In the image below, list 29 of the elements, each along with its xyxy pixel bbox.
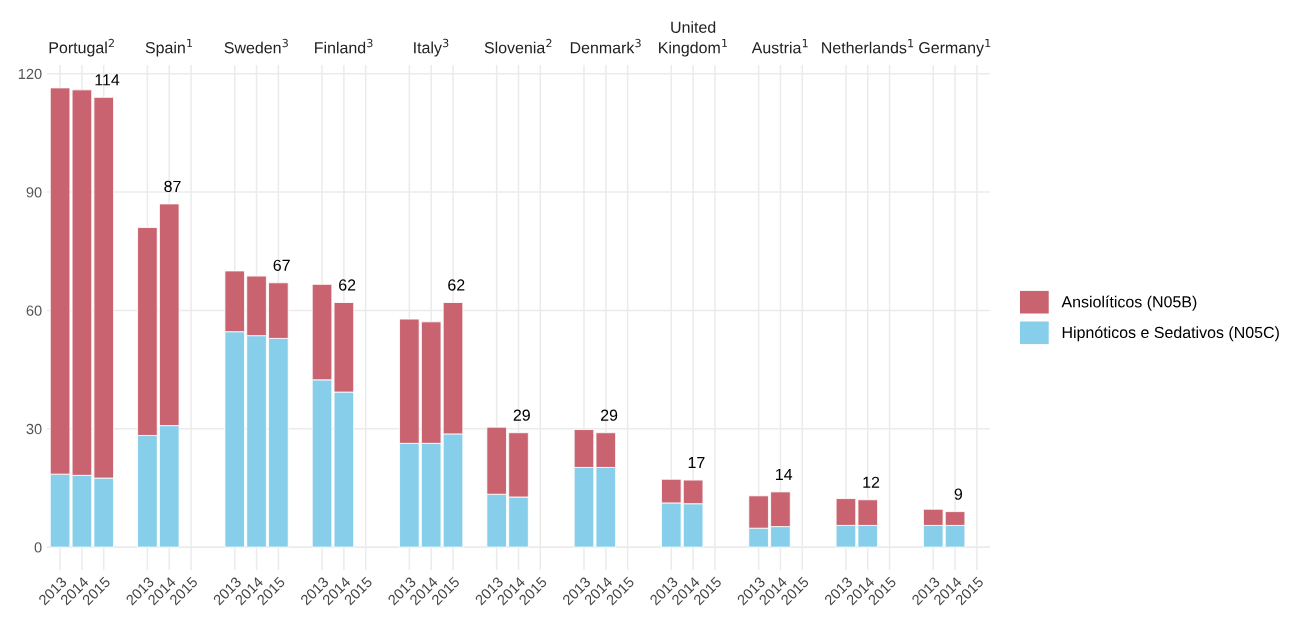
legend-label: Hipnóticos e Sedativos (N05C) [1062, 326, 1279, 342]
total-label: 14 [776, 468, 793, 480]
text: Italy$^{3}$ [414, 38, 449, 57]
y-tick-label: 0 [34, 542, 42, 553]
y-tick-label: 90 [26, 187, 42, 198]
y-tick-label: 30 [26, 423, 42, 435]
total-label: 62 [339, 279, 356, 291]
text: Sweden$^{3}$ [224, 38, 288, 54]
text: Netherlands$^{1}$ [822, 38, 914, 54]
legend-label: Ansiolíticos (N05B) [1061, 295, 1197, 311]
total-label: 9 [954, 488, 963, 500]
text: Spain$^{1}$ [145, 38, 193, 57]
text: Slovenia$^{2}$ [484, 38, 552, 54]
total-label: 114 [95, 74, 120, 86]
text: Austria$^{1}$ [751, 38, 808, 54]
text: United Kingdom$^{1}$ [659, 21, 728, 57]
text: Portugal$^{2}$ [49, 38, 114, 57]
text: Finland$^{3}$ [315, 38, 373, 54]
total-label: 67 [273, 259, 290, 271]
total-label: 12 [863, 476, 880, 488]
y-tick-label: 120 [18, 68, 42, 80]
y-tick-label: 60 [26, 305, 42, 316]
total-label: 17 [688, 457, 705, 469]
text: Germany$^{1}$ [919, 38, 991, 57]
total-label: 87 [164, 180, 181, 193]
total-label: 29 [601, 409, 618, 421]
text: Denmark$^{3}$ [570, 38, 641, 54]
total-label: 62 [448, 279, 465, 291]
total-label: 29 [513, 409, 530, 421]
